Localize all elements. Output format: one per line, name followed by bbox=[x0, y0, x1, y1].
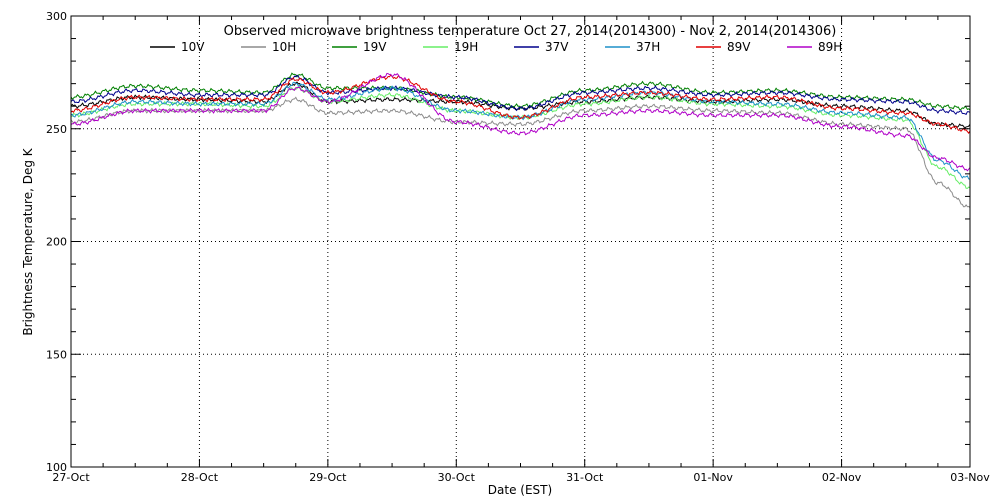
x-tick-label: 29-Oct bbox=[309, 471, 347, 484]
legend-label-10v: 10V bbox=[181, 40, 205, 54]
legend-label-89v: 89V bbox=[727, 40, 751, 54]
legend-label-37v: 37V bbox=[545, 40, 569, 54]
legend-label-19h: 19H bbox=[454, 40, 478, 54]
legend: 10V 10H 19V 19H 37V 37H 89V 89H bbox=[150, 40, 842, 54]
axis-ticks bbox=[70, 15, 971, 468]
y-tick-label: 100 bbox=[46, 461, 67, 474]
x-tick-label: 27-Oct bbox=[52, 471, 90, 484]
x-tick-label: 28-Oct bbox=[181, 471, 219, 484]
legend-label-10h: 10H bbox=[272, 40, 296, 54]
x-tick-label: 02-Nov bbox=[822, 471, 862, 484]
series-line-19v bbox=[70, 72, 971, 111]
tick-labels: 27-Oct 28-Oct 29-Oct 30-Oct 31-Oct 01-Nov 02-N… bbox=[46, 10, 990, 484]
x-axis-title: Date (EST) bbox=[488, 483, 552, 497]
y-tick-label: 250 bbox=[46, 123, 67, 136]
y-tick-label: 200 bbox=[46, 236, 67, 249]
series-line-89h bbox=[70, 72, 971, 172]
x-tick-label: 30-Oct bbox=[438, 471, 476, 484]
series-line-89v bbox=[70, 74, 971, 134]
legend-label-89h: 89H bbox=[818, 40, 842, 54]
series-lines bbox=[70, 72, 971, 208]
y-tick-label: 150 bbox=[46, 348, 67, 361]
series-line-37v bbox=[70, 74, 971, 116]
x-tick-label: 01-Nov bbox=[693, 471, 733, 484]
y-tick-label: 300 bbox=[46, 10, 67, 23]
legend-label-37h: 37H bbox=[636, 40, 660, 54]
x-tick-label: 31-Oct bbox=[566, 471, 604, 484]
series-line-37h bbox=[70, 81, 971, 180]
chart-title: Observed microwave brightness temperatur… bbox=[224, 24, 837, 39]
y-axis-title: Brightness Temperature, Deg K bbox=[21, 147, 35, 335]
x-tick-label: 03-Nov bbox=[950, 471, 990, 484]
legend-label-19v: 19V bbox=[363, 40, 387, 54]
